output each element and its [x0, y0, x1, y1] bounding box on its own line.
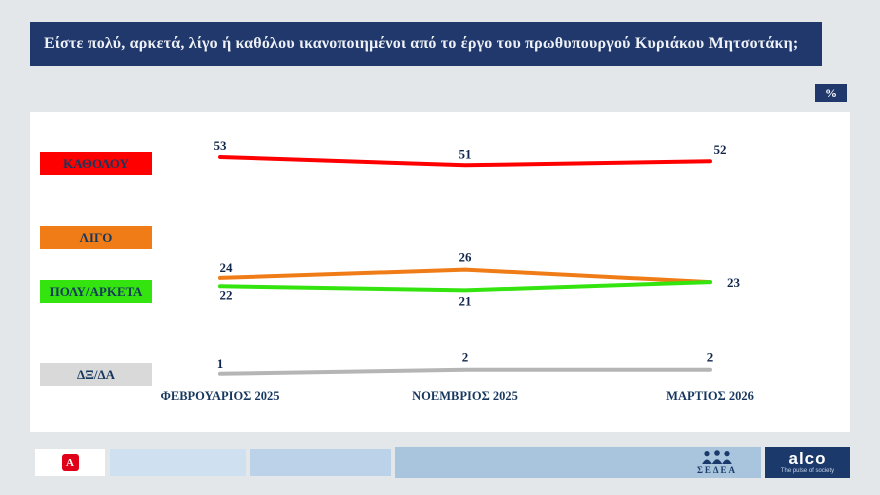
- x-axis-label-3: ΜΑΡΤΙΟΣ 2026: [666, 389, 754, 403]
- question-text: Είστε πολύ, αρκετά, λίγο ή καθόλου ικανο…: [44, 35, 799, 52]
- value-label: 52: [714, 142, 727, 157]
- value-label: 22: [220, 287, 233, 302]
- value-label: 2: [707, 350, 714, 365]
- footer-logo-alpha: A: [35, 449, 105, 476]
- sedea-logo: ΣΕΔΕΑ: [687, 448, 747, 477]
- percent-badge-label: %: [825, 85, 837, 100]
- alco-tagline: The pulse of society: [780, 467, 835, 474]
- value-label: 53: [214, 138, 228, 153]
- percent-badge: %: [815, 84, 847, 102]
- legend-item-3: ΠΟΛΥ/ΑΡΚΕΤΑ: [40, 280, 152, 303]
- x-axis-label-2: ΝΟΕΜΒΡΙΟΣ 2025: [412, 389, 518, 403]
- value-label: 26: [459, 250, 473, 265]
- value-label: 51: [459, 146, 472, 161]
- alco-name: alco: [788, 448, 827, 468]
- legend-item-2: ΛΙΓΟ: [40, 226, 152, 249]
- value-label: 2: [462, 350, 469, 365]
- sedea-people-icon: [702, 450, 732, 464]
- chart-panel: 53 51 52 24 26 23 22 21 1 2 2 ΚΑΘΟΛΟΥ ΛΙΓΟ ΠΟΛΥ/ΑΡΚΕ…: [30, 112, 850, 432]
- footer-box-2: [250, 449, 391, 476]
- alco-logo: alco The pulse of society: [765, 447, 850, 478]
- value-label: 1: [217, 356, 224, 371]
- footer-box-3: ΣΕΔΕΑ: [395, 447, 761, 478]
- legend-item-1: ΚΑΘΟΛΟΥ: [40, 152, 152, 175]
- alpha-tv-icon: A: [61, 454, 79, 471]
- question-banner: Είστε πολύ, αρκετά, λίγο ή καθόλου ικανο…: [30, 22, 822, 66]
- value-label: 23: [727, 275, 741, 290]
- series-line-4: [218, 367, 712, 376]
- x-axis-label-1: ΦΕΒΡΟΥΑΡΙΟΣ 2025: [160, 389, 280, 403]
- series-line-1: [218, 155, 712, 168]
- alpha-letter: A: [66, 456, 74, 469]
- value-label: 21: [459, 293, 472, 308]
- footer-box-1: [110, 449, 246, 476]
- legend-item-4: ΔΞ/ΔΑ: [40, 363, 152, 386]
- value-label: 24: [220, 260, 234, 275]
- series-line-3: [218, 280, 712, 293]
- sedea-label: ΣΕΔΕΑ: [696, 465, 738, 475]
- series-line-2: [218, 267, 712, 285]
